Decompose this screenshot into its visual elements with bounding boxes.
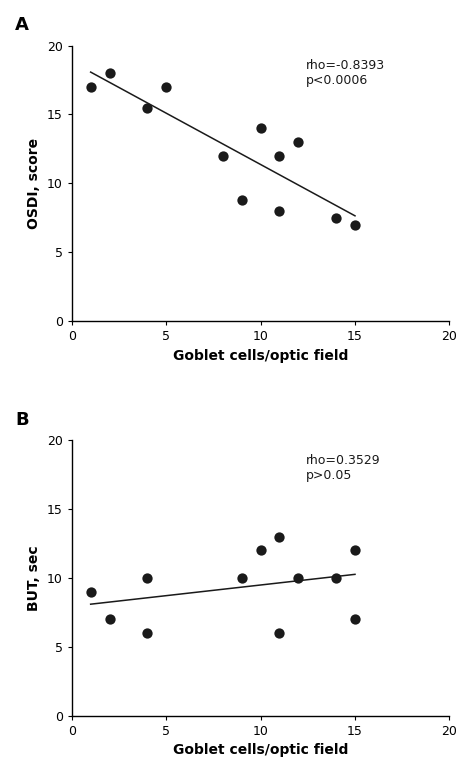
Point <box>276 149 283 162</box>
Point <box>351 218 359 231</box>
Point <box>294 572 302 584</box>
Text: rho=0.3529
p>0.05: rho=0.3529 p>0.05 <box>306 454 381 482</box>
Point <box>238 572 246 584</box>
Y-axis label: OSDI, score: OSDI, score <box>27 138 41 229</box>
Text: B: B <box>15 411 29 429</box>
Point <box>332 572 340 584</box>
Point <box>351 613 359 625</box>
Point <box>106 613 113 625</box>
Point <box>332 211 340 224</box>
Point <box>163 80 170 93</box>
Point <box>106 67 113 79</box>
Point <box>351 544 359 557</box>
Text: rho=-0.8393
p<0.0006: rho=-0.8393 p<0.0006 <box>306 60 385 87</box>
Point <box>87 586 94 598</box>
Point <box>257 544 264 557</box>
Text: A: A <box>15 16 29 35</box>
Point <box>144 627 151 639</box>
Point <box>276 627 283 639</box>
Point <box>238 194 246 206</box>
Point <box>219 149 227 162</box>
Point <box>294 135 302 148</box>
Y-axis label: BUT, sec: BUT, sec <box>27 545 41 611</box>
X-axis label: Goblet cells/optic field: Goblet cells/optic field <box>173 743 348 757</box>
Point <box>276 530 283 543</box>
Point <box>144 101 151 114</box>
X-axis label: Goblet cells/optic field: Goblet cells/optic field <box>173 349 348 363</box>
Point <box>257 122 264 135</box>
Point <box>87 80 94 93</box>
Point <box>276 204 283 217</box>
Point <box>144 572 151 584</box>
